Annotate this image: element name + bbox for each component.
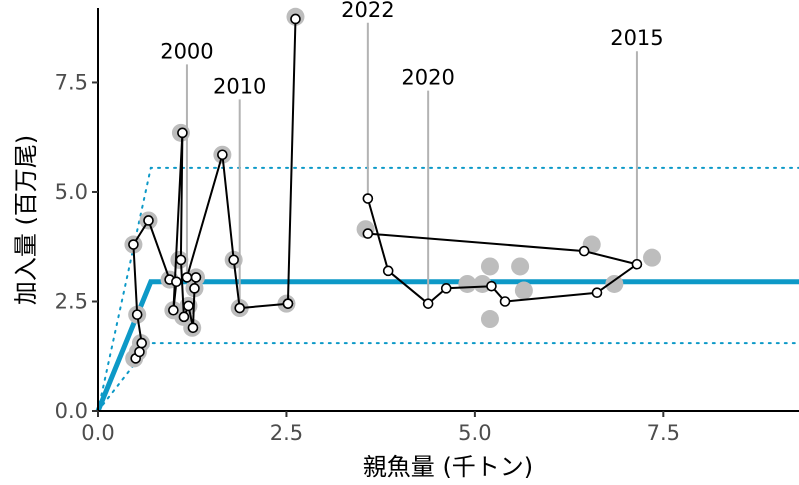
trajectory-point bbox=[183, 300, 194, 312]
x-tick-label: 5.0 bbox=[458, 421, 491, 445]
y-tick-label: 7.5 bbox=[55, 70, 88, 94]
trajectory-point bbox=[362, 193, 374, 204]
trajectory-point bbox=[382, 265, 394, 277]
y-axis-title: 加入量 (百万尾) bbox=[12, 135, 40, 305]
lower-band-line bbox=[97, 342, 799, 412]
x-tick-label: 7.5 bbox=[647, 421, 680, 445]
upper-band-line bbox=[97, 166, 799, 412]
trajectory-point bbox=[143, 215, 154, 226]
trajectory-point bbox=[578, 245, 590, 257]
y-tick-label: 2.5 bbox=[55, 289, 88, 313]
trajectory-point bbox=[631, 258, 643, 270]
trajectory-point bbox=[228, 254, 239, 266]
annotation-label: 2010 bbox=[213, 74, 266, 98]
x-tick-label: 2.5 bbox=[270, 421, 303, 445]
trajectory-point bbox=[440, 283, 452, 294]
x-axis-title: 親魚量 (千トン) bbox=[363, 453, 533, 481]
trajectory-point bbox=[591, 287, 603, 299]
annotation-label: 2022 bbox=[341, 0, 394, 22]
trajectory-point bbox=[486, 280, 497, 292]
trajectory-point bbox=[136, 337, 148, 349]
trajectory-layer bbox=[132, 18, 638, 359]
observed-point bbox=[514, 281, 533, 300]
trajectory-point bbox=[189, 283, 200, 294]
trajectory-point bbox=[217, 149, 228, 161]
trajectory-point bbox=[422, 298, 434, 309]
trajectory-point bbox=[181, 272, 193, 283]
x-tick-label: 0.0 bbox=[81, 421, 114, 445]
trajectory-point bbox=[187, 322, 199, 334]
fit-line bbox=[95, 279, 799, 412]
observed-point bbox=[643, 248, 662, 267]
y-tick-label: 5.0 bbox=[55, 180, 88, 204]
trajectory-points-layer bbox=[128, 13, 643, 364]
trajectory-point bbox=[499, 296, 511, 307]
trajectory-line-early bbox=[132, 18, 297, 359]
trajectory-point bbox=[282, 298, 294, 309]
axes: 0.0 2.5 5.0 7.5 0.0 2.5 5.0 7.5 bbox=[55, 8, 799, 445]
trajectory-point bbox=[175, 254, 187, 266]
trajectory-point bbox=[128, 239, 139, 250]
observed-point bbox=[511, 257, 530, 276]
annotation-label: 2020 bbox=[401, 66, 454, 90]
trajectory-point bbox=[362, 228, 374, 239]
trajectory-point bbox=[171, 276, 182, 288]
trajectory-point bbox=[190, 272, 202, 283]
trajectory-point bbox=[131, 309, 143, 320]
annotation-label: 2000 bbox=[160, 39, 213, 63]
observed-point bbox=[480, 257, 499, 276]
trajectory-line-recent bbox=[366, 198, 638, 305]
y-tick-label: 0.0 bbox=[55, 399, 88, 423]
uncertainty-bands bbox=[97, 166, 799, 412]
trajectory-point bbox=[177, 127, 188, 139]
trajectory-point bbox=[234, 302, 246, 314]
trajectory-point bbox=[290, 13, 301, 25]
trajectory-point bbox=[178, 311, 190, 323]
trajectory-point bbox=[168, 304, 179, 316]
observed-point bbox=[480, 310, 499, 329]
trajectory-point bbox=[134, 346, 145, 358]
annotation-label: 2015 bbox=[610, 26, 663, 50]
observed-point bbox=[605, 274, 624, 293]
fit-line-layer bbox=[95, 279, 799, 412]
year-annotation-lines bbox=[185, 22, 638, 309]
